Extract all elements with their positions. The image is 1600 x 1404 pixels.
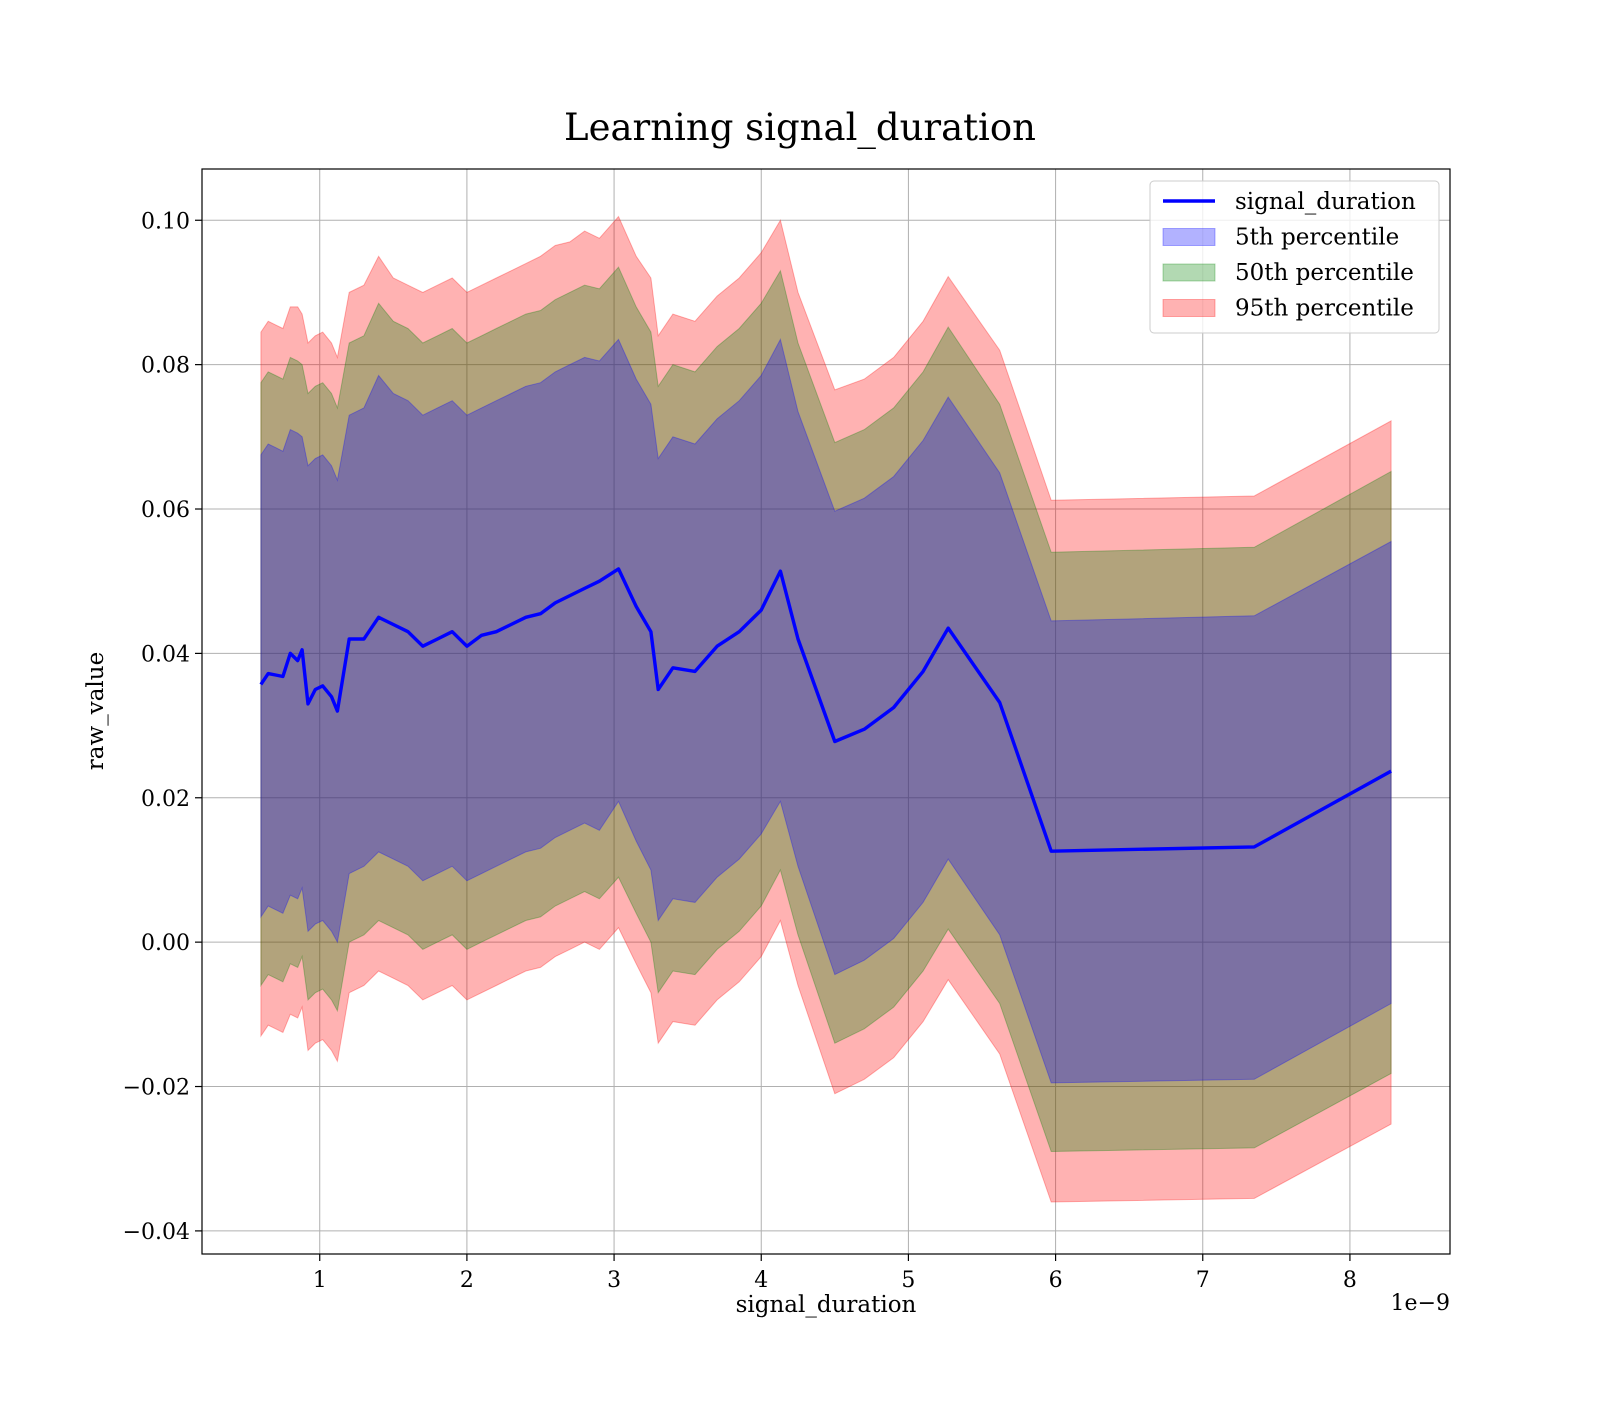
x-tick-label: 6 [1049,1268,1063,1293]
x-axis-offset-label: 1e−9 [1391,1291,1450,1316]
x-tick-label: 7 [1196,1268,1210,1293]
y-axis-ticks: −0.04 −0.02 0.00 0.02 0.04 0.06 0.08 0.10 [123,209,202,1245]
grid [202,169,1450,1254]
percentile-bands [260,215,1392,1203]
y-tick-label: −0.02 [123,1076,190,1101]
x-axis-label: signal_duration [736,1292,917,1318]
y-tick-label: −0.04 [123,1220,190,1245]
legend-box [1149,180,1440,334]
legend: signal_duration 5th percentile 50th percen… [1149,180,1440,334]
y-tick-label: 0.08 [141,354,190,379]
chart-title: Learning signal_duration [564,106,1036,150]
y-tick-label: 0.02 [141,787,190,812]
x-tick-label: 1 [313,1268,327,1293]
legend-label-50th-percentile: 50th percentile [1235,260,1414,286]
x-axis-ticks: 1 2 3 4 5 6 7 8 [313,1254,1357,1293]
legend-swatch-95th-percentile [1162,299,1216,317]
legend-label-95th-percentile: 95th percentile [1235,296,1414,322]
plot-frame [201,168,1451,1255]
x-tick-label: 4 [754,1268,768,1293]
50th-percentile-band [260,266,1392,1153]
legend-swatch-50th-percentile [1162,263,1216,282]
y-tick-label: 0.04 [141,642,190,667]
x-tick-label: 3 [607,1268,621,1293]
y-axis-label: raw_value [83,652,109,770]
y-tick-label: 0.06 [141,498,190,523]
y-tick-label: 0.00 [141,931,190,956]
legend-swatch-5th-percentile [1162,228,1216,246]
legend-label-signal-duration: signal_duration [1235,189,1416,215]
95th-percentile-band [260,215,1392,1203]
x-tick-label: 5 [901,1268,915,1293]
5th-percentile-band [260,338,1392,1084]
series-line-signal-duration [259,567,1392,853]
y-tick-label: 0.10 [141,209,190,234]
x-tick-label: 2 [460,1268,474,1293]
x-tick-label: 8 [1343,1268,1357,1293]
legend-label-5th-percentile: 5th percentile [1235,225,1399,251]
series-lines [259,567,1392,853]
